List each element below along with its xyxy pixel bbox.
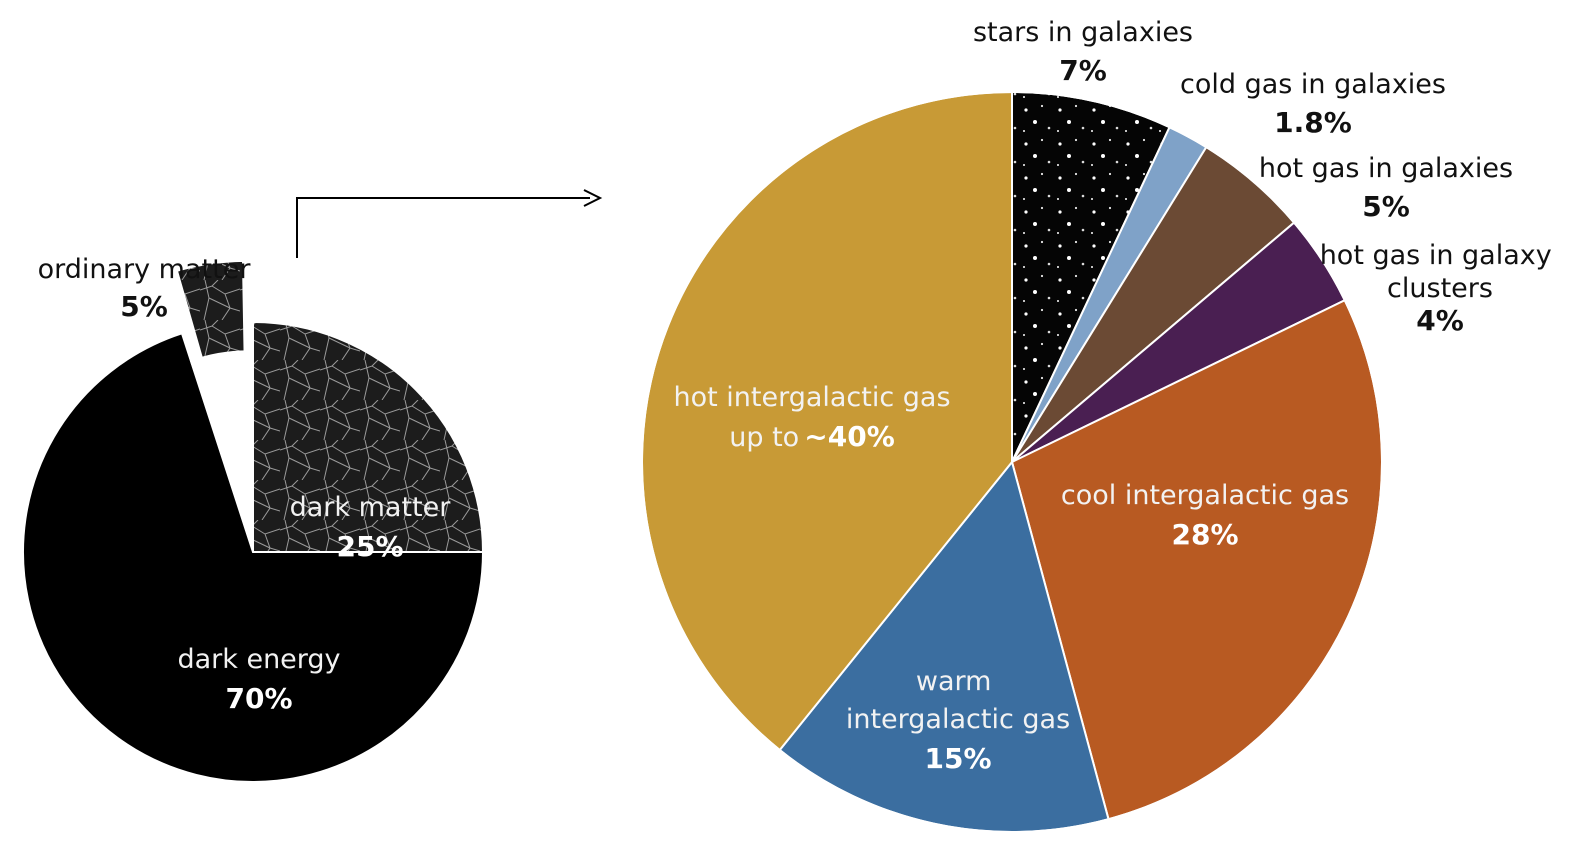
label-hot-intergalactic-gas: hot intergalactic gas	[673, 382, 950, 413]
pie-outline	[641, 91, 1383, 833]
value-dark-energy: 70%	[225, 682, 292, 715]
slice-gap-mask	[189, 350, 254, 521]
arrow-head-icon	[583, 189, 603, 207]
pie-ordinary-matter-breakdown	[641, 90, 1383, 833]
value-ordinary-matter: 5%	[120, 290, 168, 323]
label-warm-intergalactic-gas: warm intergalactic gas	[846, 666, 1070, 735]
pie-cosmic-composition	[22, 258, 485, 784]
label-hot-gas-in-galaxy-clusters: hot gas in galaxy clusters	[1320, 240, 1561, 304]
label-dark-energy: dark energy	[177, 644, 340, 675]
value-cold-gas-in-galaxies: 1.8%	[1274, 106, 1352, 139]
connector-arrow	[296, 197, 590, 258]
value-hot-gas-in-galaxy-clusters: 4%	[1416, 304, 1464, 337]
value-number-hot-intergalactic-gas: ~40%	[804, 420, 894, 453]
value-dark-matter: 25%	[336, 530, 403, 563]
slice-dark-energy	[22, 331, 485, 784]
value-hot-gas-in-galaxies: 5%	[1362, 190, 1410, 223]
value-cool-intergalactic-gas: 28%	[1171, 518, 1238, 551]
value-hot-intergalactic-gas: up to ~40%	[729, 420, 895, 453]
label-ordinary-matter: ordinary matter	[38, 254, 252, 285]
value-stars-in-galaxies: 7%	[1059, 54, 1107, 87]
label-stars-in-galaxies: stars in galaxies	[973, 17, 1193, 48]
label-cool-intergalactic-gas: cool intergalactic gas	[1061, 480, 1349, 511]
slice-dark-matter	[252, 320, 485, 553]
label-cold-gas-in-galaxies: cold gas in galaxies	[1180, 69, 1446, 100]
label-dark-matter: dark matter	[290, 492, 452, 523]
value-warm-intergalactic-gas: 15%	[924, 742, 991, 775]
value-prefix-hot-intergalactic-gas: up to	[729, 422, 799, 453]
label-hot-gas-in-galaxies: hot gas in galaxies	[1259, 153, 1513, 184]
